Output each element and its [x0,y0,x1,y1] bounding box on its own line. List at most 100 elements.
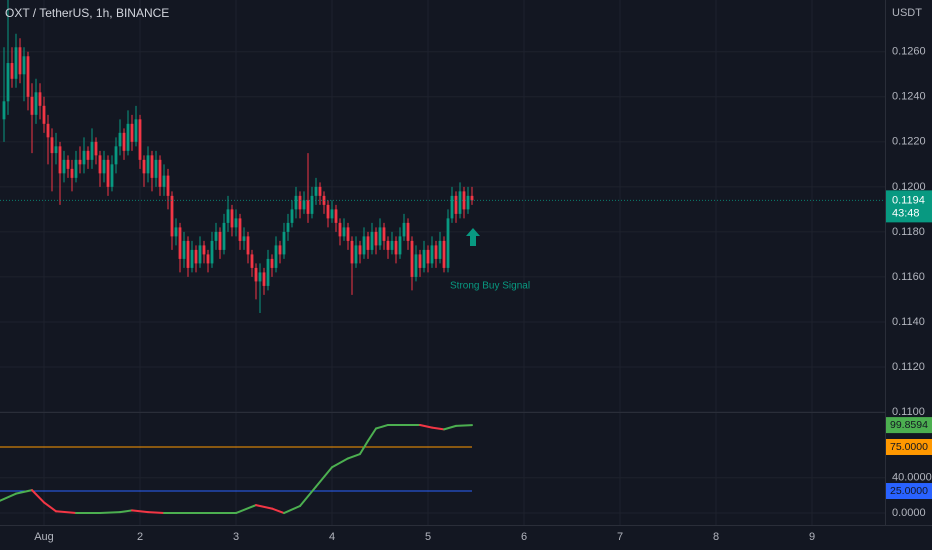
candle-body [302,200,306,210]
candle-body [286,222,290,232]
candle-body [114,146,118,165]
candle-body [254,267,258,282]
candle-body [162,175,166,187]
candle-body [418,254,422,268]
candle-body [14,47,18,79]
candle-body [34,92,38,115]
candle-body [394,240,398,255]
candle-body [98,155,102,174]
candle-body [326,204,330,219]
candle-body [70,168,74,178]
candle-body [274,245,278,268]
indicator-line [235,504,257,515]
level-label: 25.0000 [890,485,928,497]
candle-body [358,245,362,255]
candle-body [238,218,242,241]
candle-body [262,272,266,286]
y-tick-label: 0.1260 [892,46,926,58]
level-box [886,483,932,500]
candle-body [82,150,86,165]
y-tick-label: 0.1200 [892,181,926,193]
candle-body [310,195,314,214]
candle-body [166,175,170,196]
candle-body [42,105,46,124]
x-tick-label: 7 [617,531,623,543]
candle-body [446,218,450,268]
candle-body [370,231,374,250]
x-tick-label: 4 [329,531,335,543]
indicator-line [299,485,317,507]
indicator-line [0,492,17,502]
candle-body [422,249,426,268]
candle-body [454,195,458,214]
candle-body [410,240,414,277]
candle-body [106,159,110,187]
indicator-line [315,466,333,488]
candle-body [282,231,286,255]
last-price-label: 0.1194 [892,194,925,206]
candle-body [50,137,54,154]
x-tick-label: 9 [809,531,815,543]
candle-body [210,240,214,264]
candle-body [342,227,346,237]
candle-body [450,195,454,219]
candle-body [426,249,430,264]
candle-body [154,159,158,178]
y-tick-label: 40.0000 [892,472,932,484]
candle-body [466,195,470,210]
indicator-line [43,501,57,513]
candle-body [150,155,154,178]
candle-body [434,245,438,259]
candle-body [26,56,30,97]
candle-body [90,141,94,160]
signal-annotation: Strong Buy Signal [450,281,530,292]
candle-body [206,254,210,264]
y-tick-label: 0.1140 [892,316,925,328]
candle-body [218,231,222,250]
candle-body [130,123,134,142]
candle-body [158,159,162,187]
last-price-box [886,190,932,223]
y-tick-label: 0.1160 [892,271,925,283]
candle-body [250,254,254,268]
candle-body [402,222,406,237]
candle-body [138,119,142,160]
indicator-line [359,439,369,456]
candle-body [38,92,42,106]
candle-body [146,155,150,174]
candle-body [290,209,294,223]
candle-body [58,146,62,174]
candle-body [18,47,22,75]
indicator-line [99,511,121,515]
y-tick-label: 0.1120 [892,361,925,373]
y-tick-label: 0.1220 [892,136,926,148]
candle-body [458,191,462,214]
candle-body [142,159,146,174]
indicator-line [283,504,301,515]
grid [0,0,885,525]
y-tick-label: 0.1240 [892,91,926,103]
indicator-line [271,507,285,515]
candle-body [378,227,382,246]
candle-body [266,258,270,286]
candle-body [6,63,10,102]
countdown-label: 43:48 [892,207,920,219]
level-box [886,438,932,455]
candle-body [2,101,6,120]
candle-body [182,240,186,259]
candle-body [366,236,370,250]
candle-body [190,249,194,268]
indicator-line [419,423,433,429]
indicator-line [455,424,473,427]
candle-body [94,141,98,156]
candle-body [134,119,138,142]
x-tick-label: 5 [425,531,431,543]
level-label: 75.0000 [890,441,928,453]
indicator-line [347,453,361,460]
candle-body [174,227,178,237]
candle-body [30,96,34,115]
indicator-value-label: 99.8594 [890,419,928,431]
candle-body [270,258,274,268]
